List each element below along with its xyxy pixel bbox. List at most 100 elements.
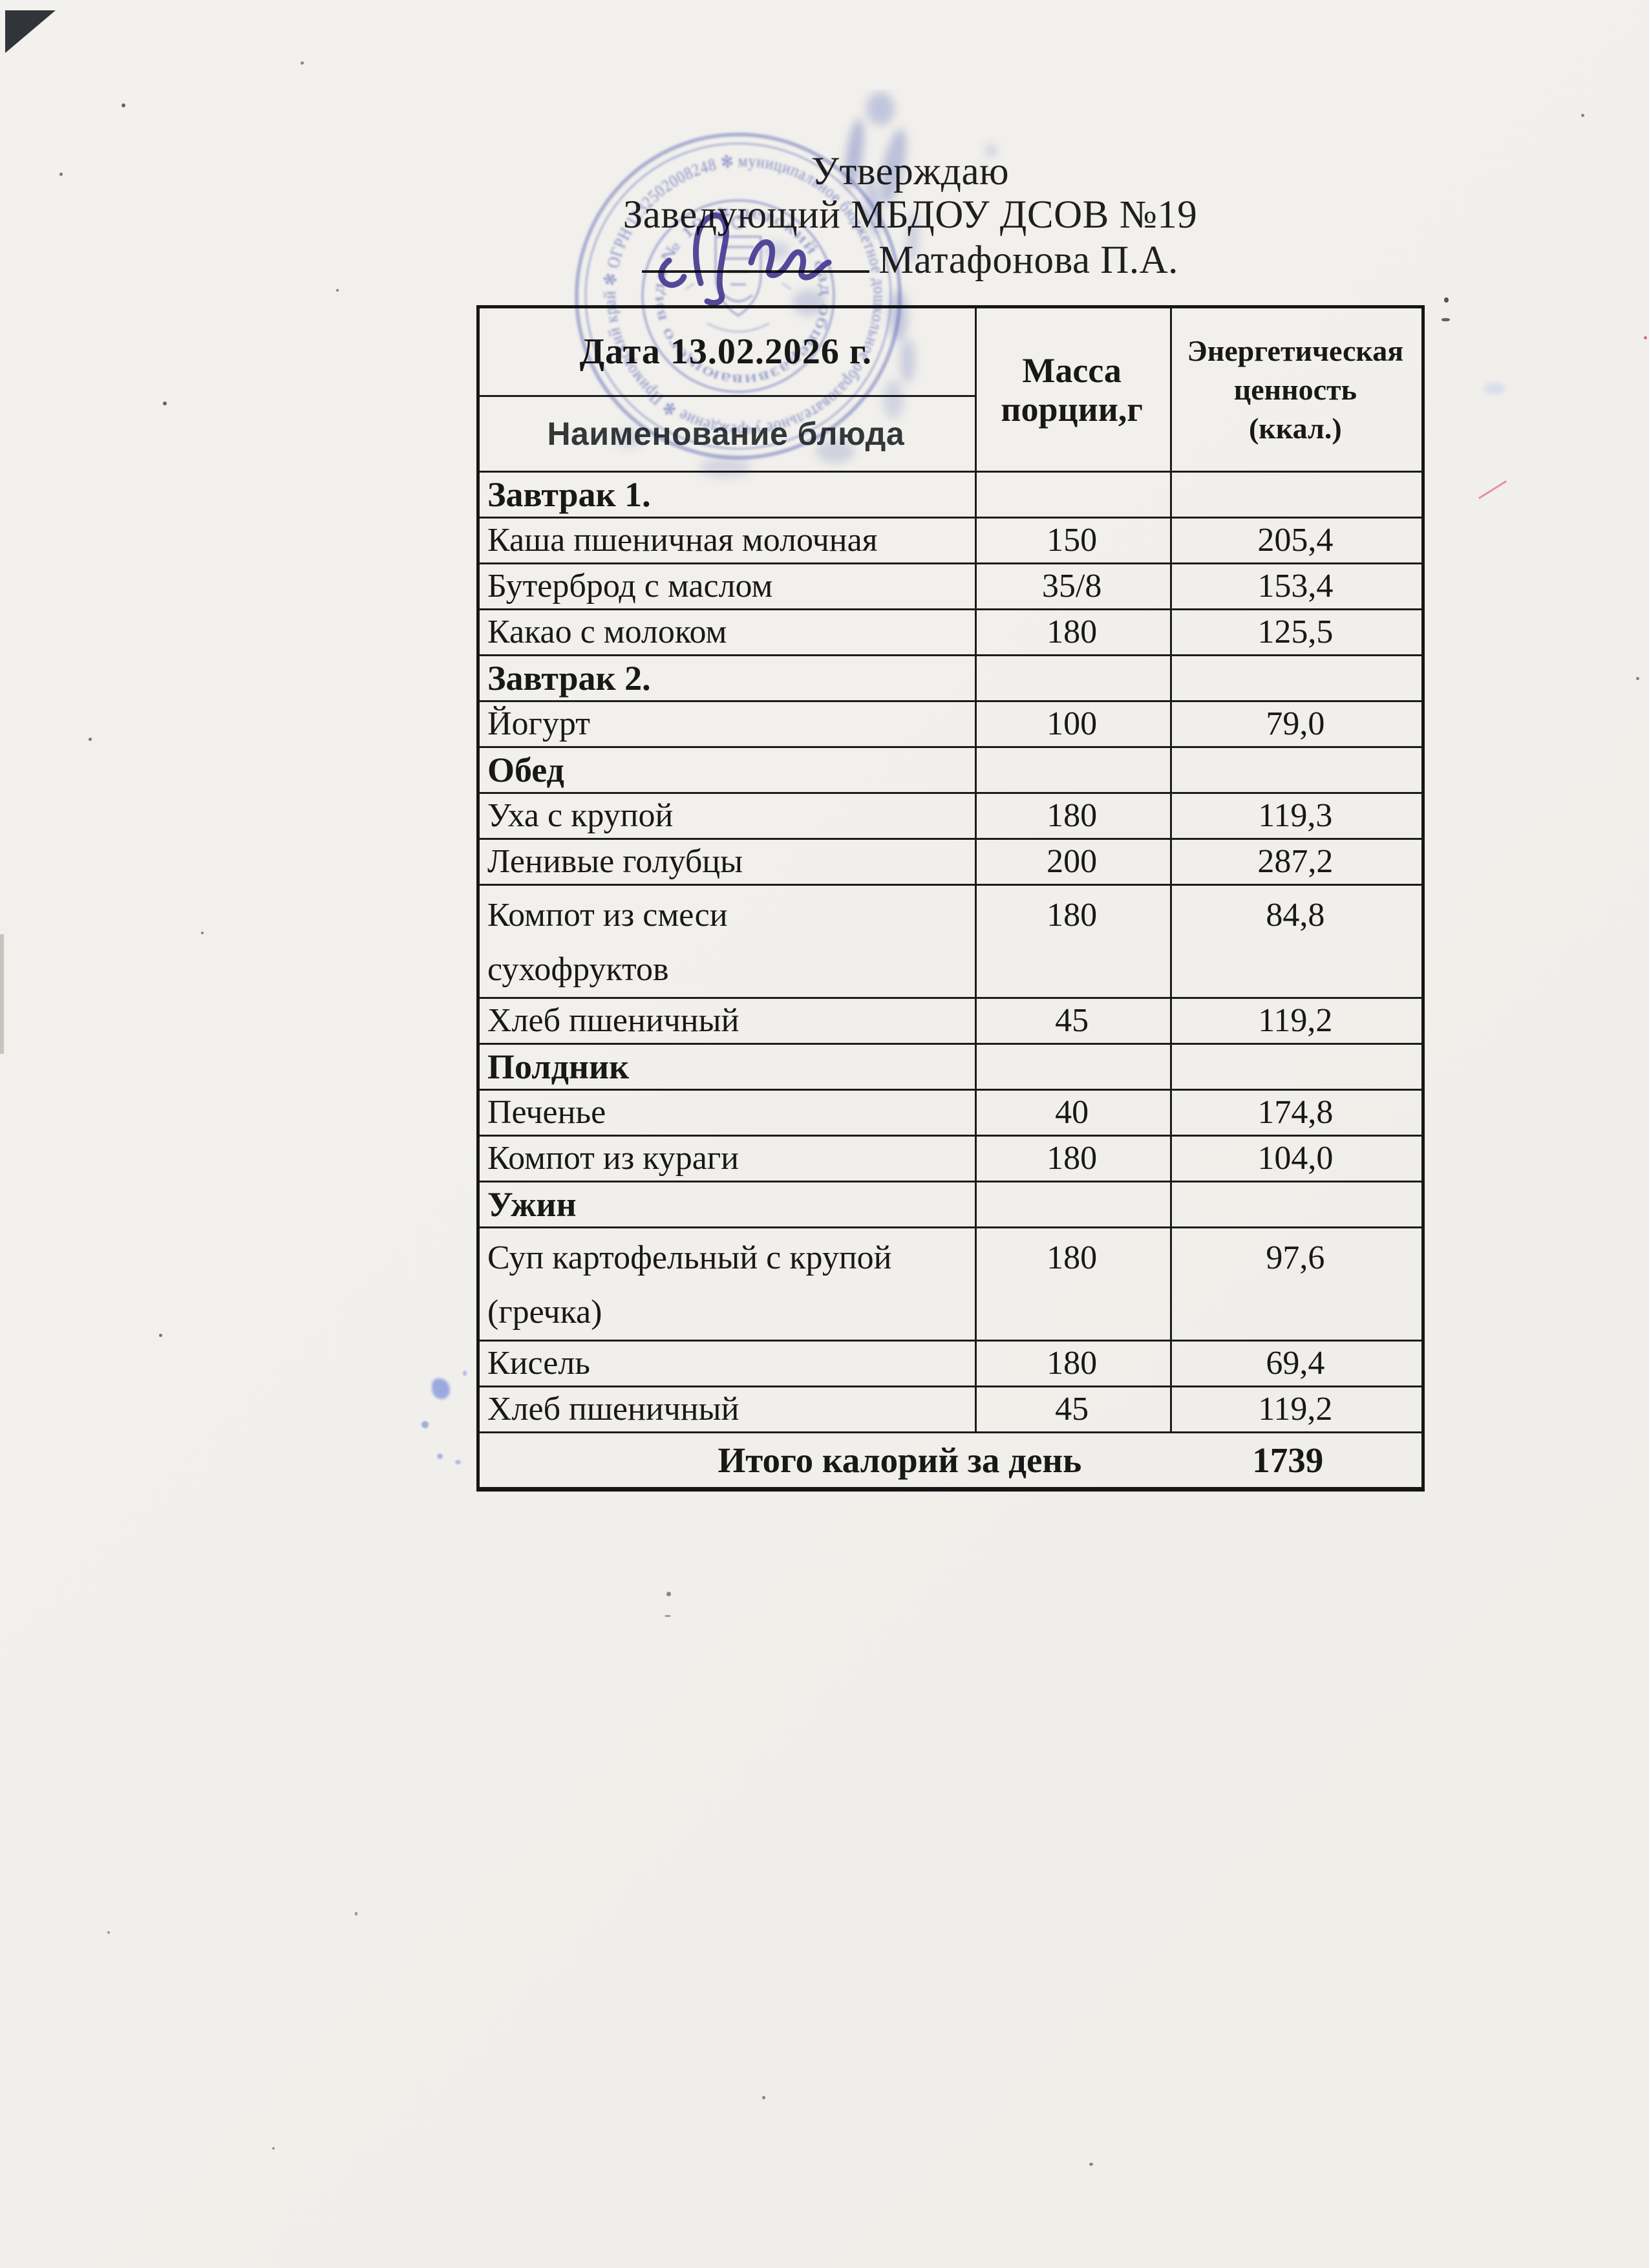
scan-speck xyxy=(59,173,63,176)
mass-cell: 35/8 xyxy=(974,562,1172,610)
mass-cell: 180 xyxy=(974,1340,1172,1387)
ink-blot xyxy=(463,1371,467,1376)
mass-cell: 180 xyxy=(974,1135,1172,1182)
mass-cell: 180 xyxy=(974,792,1172,840)
kcal-cell: 69,4 xyxy=(1169,1340,1425,1387)
scan-speck xyxy=(1442,318,1450,321)
ink-blot xyxy=(421,1421,429,1428)
kcal-cell: 125,5 xyxy=(1169,608,1425,656)
kcal-cell: 174,8 xyxy=(1169,1089,1425,1137)
menu-dish-row: Уха с крупой 180 119,3 xyxy=(477,792,1425,840)
dish-name-cell: Компот из смеси сухофруктов xyxy=(477,884,977,999)
total-row: Итого калорий за день 1739 xyxy=(477,1431,1424,1490)
header-date-row: Дата 13.02.2026 г. Масса порции,г Энерге… xyxy=(477,306,1425,473)
dish-name-cell: Ужин xyxy=(477,1181,977,1228)
scan-speck xyxy=(665,1615,671,1617)
menu-dish-row: Компот из кураги 180 104,0 xyxy=(477,1135,1425,1182)
kcal-cell xyxy=(1169,1043,1425,1091)
dish-name-cell: Хлеб пшеничный xyxy=(477,1385,977,1433)
menu-section-row: Полдник xyxy=(477,1043,1425,1091)
dish-name-cell: Какао с молоком xyxy=(477,608,977,656)
dish-name-cell: Ленивые голубцы xyxy=(477,838,977,886)
menu-header: Дата 13.02.2026 г. Масса порции,г Энерге… xyxy=(477,306,1425,473)
dish-name-cell: Полдник xyxy=(477,1043,977,1091)
menu-dish-row: Какао с молоком 180 125,5 xyxy=(477,608,1425,656)
dish-header-cell: Наименование блюда xyxy=(477,395,977,473)
approval-line-3: Матафонова П.А. xyxy=(619,237,1201,282)
energy-header-cell: Энергетическая ценность (ккал.) xyxy=(1169,306,1425,473)
mass-cell: 180 xyxy=(974,608,1172,656)
mass-cell xyxy=(974,1043,1172,1091)
signatory-name: Матафонова П.А. xyxy=(878,239,1178,282)
total-value: 1739 xyxy=(1252,1440,1324,1480)
mass-cell: 180 xyxy=(974,884,1172,999)
scan-speck xyxy=(272,2147,275,2150)
total-label: Итого калорий за день xyxy=(718,1440,1082,1480)
scan-speck xyxy=(336,289,339,292)
scratch-mark xyxy=(1478,480,1507,500)
mass-cell: 180 xyxy=(974,1226,1172,1342)
approval-block: Утверждаю Заведующий МБДОУ ДСОВ №19 Мата… xyxy=(619,150,1201,282)
mass-header-cell: Масса порции,г xyxy=(974,306,1172,473)
menu-dish-row: Печенье 40 174,8 xyxy=(477,1089,1425,1137)
menu-dish-row: Суп картофельный с крупой (гречка) 180 97,… xyxy=(477,1226,1425,1342)
scan-speck xyxy=(1636,677,1639,680)
mass-cell xyxy=(974,746,1172,794)
mass-cell: 45 xyxy=(974,997,1172,1045)
scan-speck xyxy=(301,61,304,65)
scan-speck xyxy=(1089,2163,1093,2166)
menu-rows: Завтрак 1. Каша пшеничная молочная 150 205,… xyxy=(477,471,1425,1433)
dish-name-cell: Обед xyxy=(477,746,977,794)
scan-speck xyxy=(159,1334,162,1337)
approval-line-2: Заведующий МБДОУ ДСОВ №19 xyxy=(622,193,1198,237)
ink-blot xyxy=(455,1460,461,1464)
kcal-cell: 84,8 xyxy=(1169,884,1425,999)
scan-speck xyxy=(1644,336,1647,339)
scan-speck xyxy=(122,103,125,107)
scan-speck xyxy=(355,1912,357,1916)
mass-cell: 40 xyxy=(974,1089,1172,1137)
dish-name-cell: Завтрак 2. xyxy=(477,654,977,702)
kcal-cell: 104,0 xyxy=(1169,1135,1425,1182)
kcal-cell: 119,3 xyxy=(1169,792,1425,840)
ink-blot xyxy=(437,1453,443,1459)
menu-dish-row: Компот из смеси сухофруктов 180 84,8 xyxy=(477,884,1425,999)
mass-cell xyxy=(974,1181,1172,1228)
menu-section-row: Завтрак 2. xyxy=(477,654,1425,702)
kcal-cell: 79,0 xyxy=(1169,700,1425,748)
ink-blot xyxy=(432,1378,450,1399)
mass-cell xyxy=(974,654,1172,702)
scan-speck xyxy=(89,738,92,741)
dish-name-cell: Печенье xyxy=(477,1089,977,1137)
kcal-cell: 153,4 xyxy=(1169,562,1425,610)
menu-dish-row: Каша пшеничная молочная 150 205,4 xyxy=(477,517,1425,564)
mass-cell: 200 xyxy=(974,838,1172,886)
dish-name-cell: Уха с крупой xyxy=(477,792,977,840)
kcal-cell xyxy=(1169,746,1425,794)
scan-speck xyxy=(1444,297,1449,303)
mass-cell: 45 xyxy=(974,1385,1172,1433)
mass-cell: 150 xyxy=(974,517,1172,564)
kcal-cell xyxy=(1169,1181,1425,1228)
menu-dish-row: Бутерброд с маслом 35/8 153,4 xyxy=(477,562,1425,610)
menu-dish-row: Хлеб пшеничный 45 119,2 xyxy=(477,997,1425,1045)
scan-speck xyxy=(107,1931,110,1934)
kcal-cell: 119,2 xyxy=(1169,997,1425,1045)
dish-name-cell: Компот из кураги xyxy=(477,1135,977,1182)
menu-dish-row: Хлеб пшеничный 45 119,2 xyxy=(477,1385,1425,1433)
kcal-cell: 205,4 xyxy=(1169,517,1425,564)
scan-speck xyxy=(762,2096,765,2099)
dish-name-cell: Суп картофельный с крупой (гречка) xyxy=(477,1226,977,1342)
date-cell: Дата 13.02.2026 г. xyxy=(477,306,977,397)
menu-dish-row: Кисель 180 69,4 xyxy=(477,1340,1425,1387)
scan-edge-strip xyxy=(0,934,4,1054)
mass-cell xyxy=(974,471,1172,519)
kcal-cell: 97,6 xyxy=(1169,1226,1425,1342)
menu-section-row: Завтрак 1. xyxy=(477,471,1425,519)
menu-section-row: Ужин xyxy=(477,1181,1425,1228)
menu-dish-row: Ленивые голубцы 200 287,2 xyxy=(477,838,1425,886)
dish-name-cell: Бутерброд с маслом xyxy=(477,562,977,610)
menu-total: Итого калорий за день 1739 xyxy=(477,1431,1424,1490)
menu-section-row: Обед xyxy=(477,746,1425,794)
